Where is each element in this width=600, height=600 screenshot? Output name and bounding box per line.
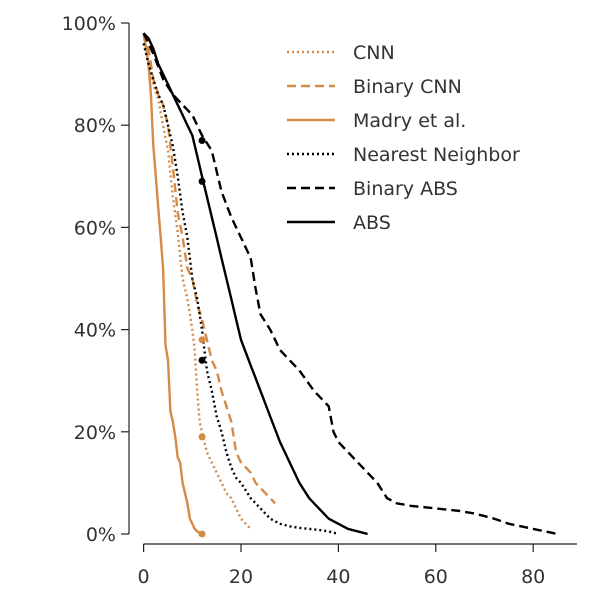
series-line-abs	[142, 32, 368, 536]
series-line-nearest-neighbor	[142, 43, 339, 536]
x-tick-label: 0	[138, 566, 150, 588]
y-tick-label: 100%	[62, 13, 116, 35]
legend-label: Binary ABS	[353, 178, 458, 200]
y-tick-label: 60%	[74, 217, 116, 239]
data-point-marker	[198, 177, 206, 185]
y-tick-label: 20%	[74, 422, 116, 444]
legend-label: Madry et al.	[353, 110, 466, 132]
series-line-binary-abs	[142, 32, 558, 536]
data-point-marker	[198, 433, 206, 441]
series-line-madry-et-al	[142, 33, 203, 536]
y-tick-label: 80%	[74, 115, 116, 137]
x-tick-label: 40	[326, 566, 350, 588]
data-point-marker	[198, 137, 206, 145]
x-tick-label: 60	[424, 566, 448, 588]
data-point-marker	[198, 530, 206, 538]
data-point-marker	[198, 336, 206, 344]
legend-label: CNN	[353, 42, 395, 64]
y-tick-label: 0%	[86, 524, 116, 546]
legend-label: Binary CNN	[353, 76, 462, 98]
legend: CNN Binary CNN Madry et al. Nearest Neighbo…	[287, 42, 520, 234]
x-tick-label: 80	[521, 566, 545, 588]
axes: 0% 20% 40% 60% 80% 100% 0 20 40 60 80	[62, 13, 577, 588]
plot-area	[142, 32, 558, 538]
y-tick-label: 40%	[74, 320, 116, 342]
series-line-cnn	[142, 33, 252, 530]
data-point-marker	[198, 356, 206, 364]
legend-label: ABS	[353, 212, 391, 234]
x-tick-label: 20	[229, 566, 253, 588]
legend-label: Nearest Neighbor	[353, 144, 520, 166]
